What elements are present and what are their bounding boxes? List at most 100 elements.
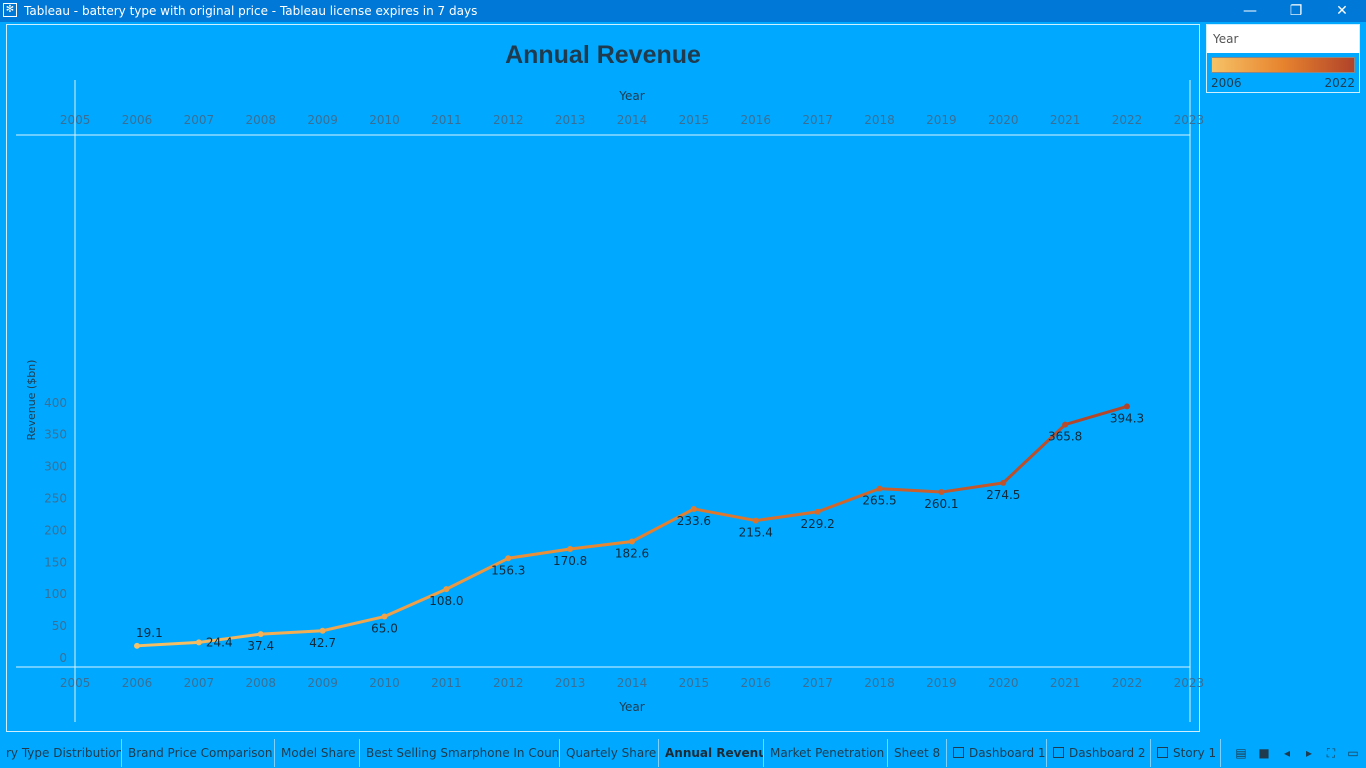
tab-label: Best Selling Smarphone In Coun... — [366, 746, 560, 760]
tab-market-penetration[interactable]: Market Penetration — [764, 739, 888, 767]
data-point-2011[interactable] — [443, 586, 450, 593]
x-tick-bottom-2015: 2015 — [679, 676, 710, 690]
tab-label: Brand Price Comparison — [128, 746, 273, 760]
line-segment-2015 — [692, 507, 758, 523]
tab-dashboard-1[interactable]: Dashboard 1 — [947, 739, 1047, 767]
x-tick-bottom-2011: 2011 — [431, 676, 462, 690]
x-tick-bottom-2006: 2006 — [122, 676, 153, 690]
presentation-icon[interactable]: ▭ — [1347, 746, 1359, 760]
x-tick-top-2011: 2011 — [431, 113, 462, 127]
data-point-2009[interactable] — [319, 627, 326, 634]
data-label-2007: 24.4 — [206, 635, 233, 649]
minimize-icon[interactable]: — — [1243, 3, 1257, 19]
line-segment-2009 — [321, 615, 386, 633]
data-label-2020: 274.5 — [986, 488, 1020, 502]
tab-ry-type-distribution[interactable]: ry Type Distribution — [0, 739, 122, 767]
data-point-2012[interactable] — [505, 555, 512, 562]
data-point-2022[interactable] — [1124, 403, 1130, 410]
data-point-2018[interactable] — [876, 485, 883, 492]
tab-brand-price-comparison[interactable]: Brand Price Comparison — [122, 739, 275, 767]
x-tick-top-2013: 2013 — [555, 113, 586, 127]
tab-best-selling-smarphone-in-coun[interactable]: Best Selling Smarphone In Coun... — [360, 739, 560, 767]
data-label-2006: 19.1 — [136, 626, 163, 640]
line-segment-2021 — [1063, 404, 1129, 427]
x-tick-top-2019: 2019 — [926, 113, 957, 127]
y-tick-50: 50 — [52, 619, 67, 633]
data-point-2014[interactable] — [629, 538, 635, 545]
x-tick-bottom-2008: 2008 — [245, 676, 276, 690]
data-label-2019: 260.1 — [924, 497, 958, 511]
x-tick-top-2018: 2018 — [864, 113, 895, 127]
tab-annual-revenue[interactable]: Annual Revenue — [659, 739, 764, 767]
x-tick-top-2010: 2010 — [369, 113, 400, 127]
color-legend[interactable]: Year 2006 2022 — [1206, 24, 1360, 93]
x-tick-bottom-2017: 2017 — [802, 676, 833, 690]
line-segment-2020 — [1001, 423, 1067, 485]
y-tick-100: 100 — [44, 587, 67, 601]
data-point-2019[interactable] — [938, 489, 945, 496]
data-point-2013[interactable] — [567, 546, 574, 553]
x-axis-ticks-top: 2005 2006 2007 2008 2009 2010 2011 2012 2013 2014… — [60, 113, 1204, 127]
data-label-2015: 233.6 — [677, 514, 711, 528]
x-tick-bottom-2019: 2019 — [926, 676, 957, 690]
tab-dashboard-2[interactable]: Dashboard 2 — [1047, 739, 1151, 767]
data-point-2021[interactable] — [1062, 421, 1069, 428]
data-label-2017: 229.2 — [800, 517, 834, 531]
dashboard-icon — [953, 747, 964, 758]
data-label-2018: 265.5 — [862, 494, 896, 508]
data-point-2010[interactable] — [381, 613, 388, 620]
line-segment-2013 — [568, 540, 634, 551]
x-tick-top-2012: 2012 — [493, 113, 524, 127]
show-tabs-icon[interactable]: ■ — [1258, 746, 1270, 760]
data-point-2006[interactable] — [134, 642, 140, 649]
x-tick-top-2014: 2014 — [617, 113, 648, 127]
line-segment-2018 — [878, 487, 943, 494]
prev-sheet-icon[interactable]: ◂ — [1283, 746, 1291, 760]
tab-label: Market Penetration — [770, 746, 885, 760]
line-segment-2016 — [754, 510, 820, 523]
legend-max: 2022 — [1324, 76, 1355, 90]
data-label-2013: 170.8 — [553, 554, 587, 568]
tab-model-share[interactable]: Model Share — [275, 739, 360, 767]
data-point-2008[interactable] — [257, 631, 264, 638]
x-tick-top-2005: 2005 — [60, 113, 91, 127]
tab-label: Dashboard 1 — [969, 746, 1046, 760]
tab-quartely-share[interactable]: Quartely Share — [560, 739, 659, 767]
x-tick-bottom-2014: 2014 — [617, 676, 648, 690]
x-tick-bottom-2020: 2020 — [988, 676, 1019, 690]
revenue-points[interactable] — [134, 403, 1130, 649]
line-segment-2008 — [259, 629, 325, 636]
revenue-series[interactable] — [135, 404, 1129, 648]
next-sheet-icon[interactable]: ▸ — [1305, 746, 1313, 760]
x-tick-top-2008: 2008 — [245, 113, 276, 127]
data-label-2008: 37.4 — [247, 639, 274, 653]
data-point-2016[interactable] — [752, 517, 759, 524]
close-icon[interactable]: ✕ — [1336, 3, 1348, 19]
legend-min: 2006 — [1211, 76, 1242, 90]
window-title: Tableau - battery type with original pri… — [24, 4, 478, 18]
restore-icon[interactable]: ❐ — [1289, 3, 1303, 19]
x-tick-top-2009: 2009 — [307, 113, 338, 127]
data-point-2017[interactable] — [814, 508, 821, 515]
y-tick-150: 150 — [44, 555, 67, 569]
y-tick-400: 400 — [44, 396, 67, 410]
dashboard-icon — [1053, 747, 1064, 758]
tab-story-1[interactable]: Story 1 — [1151, 739, 1221, 767]
x-axis-ticks-bottom: 2005 2006 2007 2008 2009 2010 2011 2012 2013 2014… — [60, 676, 1204, 690]
tab-sheet-8[interactable]: Sheet 8 — [888, 739, 947, 767]
data-label-2021: 365.8 — [1048, 430, 1082, 444]
annual-revenue-chart[interactable]: Annual Revenue Year Year Revenue ($bn) 2… — [0, 0, 1366, 740]
show-filmstrip-icon[interactable]: ▤ — [1235, 746, 1247, 760]
x-tick-bottom-2023: 2023 — [1174, 676, 1205, 690]
data-point-2020[interactable] — [1000, 479, 1007, 486]
line-segment-2012 — [506, 547, 572, 560]
x-tick-bottom-2005: 2005 — [60, 676, 91, 690]
y-axis-ticks: 0 50 100 150 200 250 300 350 400 — [44, 396, 67, 665]
fullscreen-icon[interactable]: ⛶ — [1326, 746, 1336, 760]
data-point-2007[interactable] — [195, 639, 202, 646]
data-point-2015[interactable] — [690, 505, 697, 512]
x-tick-top-2023: 2023 — [1174, 113, 1205, 127]
x-tick-bottom-2012: 2012 — [493, 676, 524, 690]
tab-label: Dashboard 2 — [1069, 746, 1146, 760]
x-tick-bottom-2013: 2013 — [555, 676, 586, 690]
